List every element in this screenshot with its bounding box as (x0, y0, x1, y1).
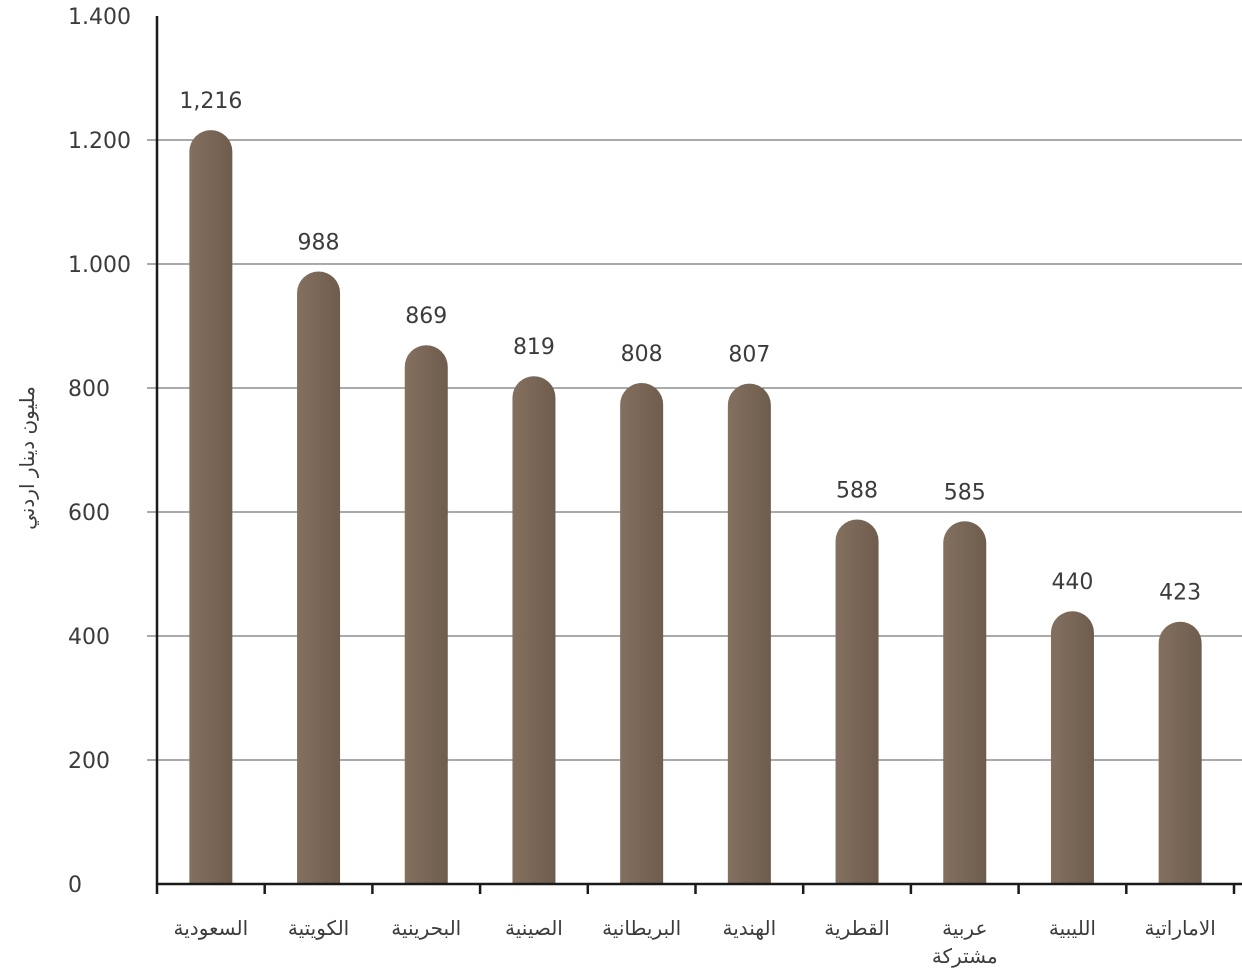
x-tick-label: الكويتية (288, 916, 349, 940)
data-label: 808 (621, 342, 663, 367)
data-label: 585 (944, 480, 986, 505)
y-tick-label: 1.000 (68, 253, 131, 278)
bar (297, 271, 341, 884)
x-tick-label: الهندية (722, 916, 776, 940)
x-tick-label: الاماراتية (1144, 916, 1215, 940)
bar (1050, 611, 1094, 884)
x-tick-label: القطرية (824, 916, 890, 940)
data-label: 440 (1051, 570, 1093, 595)
bars (189, 130, 1202, 885)
y-axis-label: مليون دينار اردني (15, 386, 40, 530)
bar (727, 383, 771, 884)
y-tick-label: 400 (68, 625, 110, 650)
bar (943, 521, 987, 884)
bar (835, 519, 879, 884)
x-tick-label: مشتركة (932, 944, 998, 968)
x-tick-label: الليبية (1049, 916, 1096, 940)
y-tick-label: 0 (68, 873, 82, 898)
y-tick-label: 1.400 (68, 5, 131, 30)
data-label: 807 (728, 343, 770, 368)
y-tick-label: 200 (68, 749, 110, 774)
bar (620, 383, 664, 884)
bar (1158, 621, 1202, 884)
y-tick-label: 1.200 (68, 129, 131, 154)
x-tick-label: البحرينية (391, 916, 461, 940)
x-tick-label: الصينية (505, 916, 563, 940)
bar (189, 130, 233, 884)
data-label: 588 (836, 478, 878, 503)
axes (155, 16, 1242, 894)
y-tick-label: 800 (68, 377, 110, 402)
x-tick-label: البريطانية (602, 916, 681, 940)
labels: 0 200 400 600 800 1.000 1.200 1.400 1,216 السعودي… (68, 5, 1216, 968)
y-tick-label: 600 (68, 501, 110, 526)
bar (404, 345, 448, 885)
bar (512, 376, 556, 884)
data-label: 423 (1159, 581, 1201, 606)
data-label: 869 (405, 304, 447, 329)
x-tick-label: عربية (942, 916, 987, 940)
data-label: 819 (513, 335, 555, 360)
x-tick-label: السعودية (174, 916, 249, 940)
data-label: 1,216 (179, 89, 242, 114)
data-label: 988 (298, 230, 340, 255)
